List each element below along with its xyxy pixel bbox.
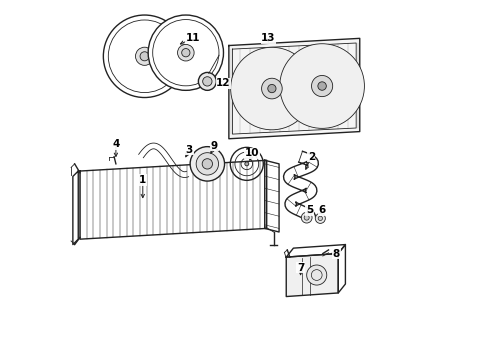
Circle shape <box>268 85 276 93</box>
Polygon shape <box>117 58 136 82</box>
Circle shape <box>301 212 312 223</box>
Polygon shape <box>141 65 155 91</box>
Polygon shape <box>320 96 341 121</box>
Text: 10: 10 <box>245 148 259 158</box>
Circle shape <box>318 82 326 90</box>
Circle shape <box>315 213 325 224</box>
Polygon shape <box>110 42 139 51</box>
Polygon shape <box>330 86 359 96</box>
Polygon shape <box>286 253 338 297</box>
Polygon shape <box>303 51 324 76</box>
Text: 5: 5 <box>306 206 313 216</box>
Polygon shape <box>193 24 205 49</box>
Polygon shape <box>134 22 148 48</box>
Polygon shape <box>278 95 307 104</box>
Circle shape <box>182 49 190 57</box>
Circle shape <box>318 216 322 221</box>
Circle shape <box>196 153 219 175</box>
Circle shape <box>312 76 333 96</box>
Polygon shape <box>169 23 187 45</box>
Circle shape <box>190 147 224 181</box>
Polygon shape <box>154 46 179 54</box>
Text: 4: 4 <box>112 139 120 149</box>
Circle shape <box>307 265 327 285</box>
Polygon shape <box>282 63 301 87</box>
Circle shape <box>203 77 212 86</box>
Circle shape <box>198 72 216 90</box>
Polygon shape <box>185 61 203 82</box>
Text: 3: 3 <box>186 144 193 154</box>
Circle shape <box>280 44 365 129</box>
Polygon shape <box>153 31 172 55</box>
Polygon shape <box>299 90 313 118</box>
Text: 11: 11 <box>186 33 200 43</box>
Text: 1: 1 <box>139 175 147 185</box>
Polygon shape <box>285 76 314 86</box>
Polygon shape <box>237 73 266 82</box>
Text: 7: 7 <box>297 263 304 273</box>
Circle shape <box>262 78 282 99</box>
Circle shape <box>148 15 223 90</box>
Text: 9: 9 <box>211 141 218 151</box>
Polygon shape <box>331 54 345 82</box>
Polygon shape <box>150 62 179 70</box>
Polygon shape <box>267 98 281 125</box>
Text: 8: 8 <box>333 248 340 258</box>
Text: 6: 6 <box>318 206 326 216</box>
Circle shape <box>177 44 194 61</box>
Circle shape <box>245 162 249 166</box>
Circle shape <box>202 159 213 169</box>
Polygon shape <box>243 89 262 114</box>
Circle shape <box>231 47 313 130</box>
Circle shape <box>136 47 154 66</box>
Polygon shape <box>229 39 360 139</box>
Polygon shape <box>167 56 179 81</box>
Text: 13: 13 <box>261 33 275 43</box>
Circle shape <box>140 52 149 61</box>
Polygon shape <box>262 53 277 79</box>
Text: 12: 12 <box>216 78 231 88</box>
Polygon shape <box>193 51 218 60</box>
Circle shape <box>304 215 309 220</box>
Text: 2: 2 <box>308 152 315 162</box>
Circle shape <box>103 15 186 98</box>
